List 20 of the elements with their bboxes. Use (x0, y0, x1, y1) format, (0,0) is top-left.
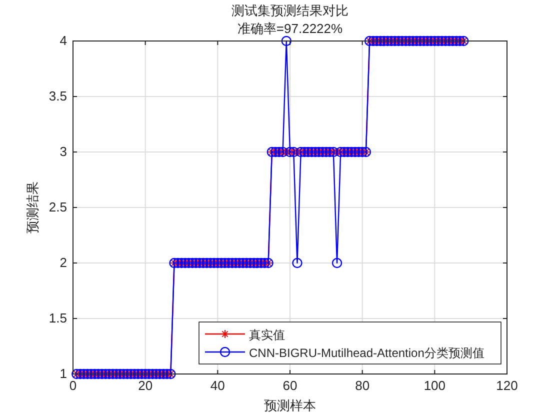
x-tick-label: 0 (69, 378, 77, 393)
x-tick-label: 40 (210, 378, 225, 393)
y-tick-label: 2 (60, 255, 67, 270)
x-tick-label: 60 (282, 378, 298, 393)
y-axis-title: 预测结果 (25, 182, 40, 234)
legend-label: 真实值 (249, 328, 285, 342)
x-tick-label: 100 (424, 378, 446, 393)
x-tick-label: 80 (355, 378, 370, 393)
y-tick-label: 1.5 (48, 310, 67, 326)
y-tick-label: 3.5 (48, 88, 67, 104)
y-tick-label: 1 (60, 366, 67, 381)
y-tick-label: 2.5 (48, 200, 67, 214)
chart-subtitle: 准确率=97.2222% (237, 21, 344, 36)
chart-title: 测试集预测结果对比 (232, 3, 348, 18)
legend-label: CNN-BIGRU-Mutilhead-Attention分类预测值 (249, 346, 484, 360)
y-tick-label: 4 (60, 33, 67, 48)
x-tick-label: 20 (138, 378, 153, 393)
x-axis-title: 预测样本 (264, 398, 316, 413)
y-tick-label: 3 (60, 144, 67, 159)
x-tick-label: 120 (496, 378, 518, 393)
